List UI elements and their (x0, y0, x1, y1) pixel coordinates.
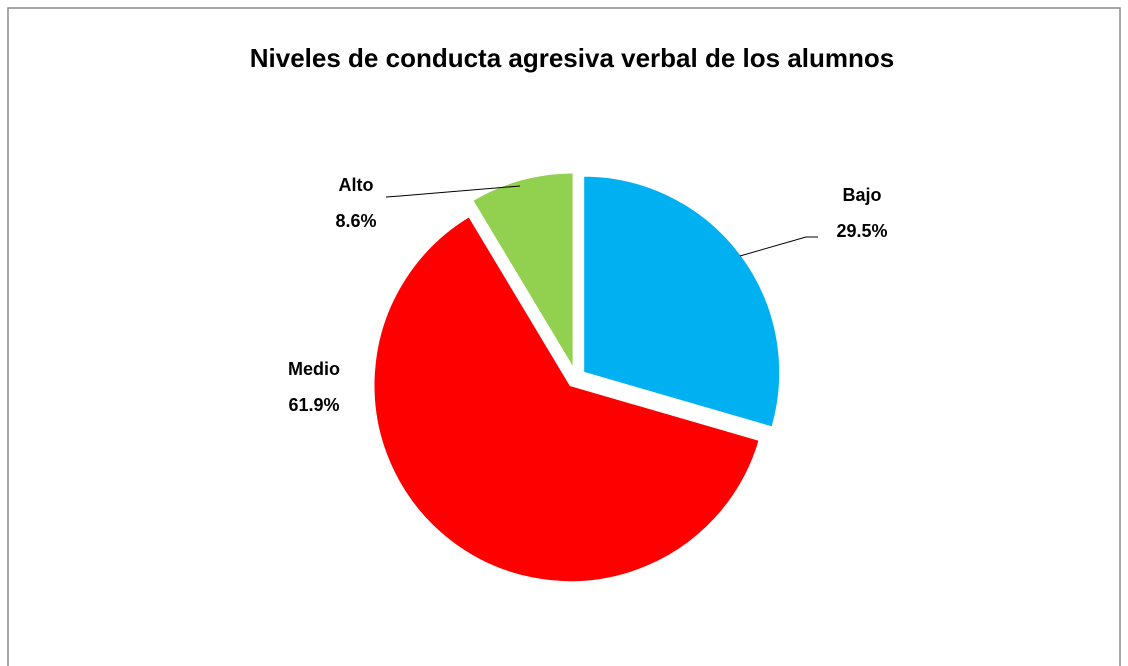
data-label-value: 8.6% (335, 211, 376, 231)
chart-title: Niveles de conducta agresiva verbal de l… (250, 43, 894, 73)
data-label-value: 61.9% (288, 395, 339, 415)
data-label-category: Medio (288, 359, 340, 379)
data-label-category: Alto (339, 175, 374, 195)
data-label-value: 29.5% (836, 221, 887, 241)
leader-line (739, 236, 818, 257)
leader-line (385, 185, 521, 198)
pie-slice (582, 174, 782, 429)
data-label-category: Bajo (842, 185, 881, 205)
pie-slice (470, 171, 575, 373)
pie-slice (372, 214, 761, 584)
